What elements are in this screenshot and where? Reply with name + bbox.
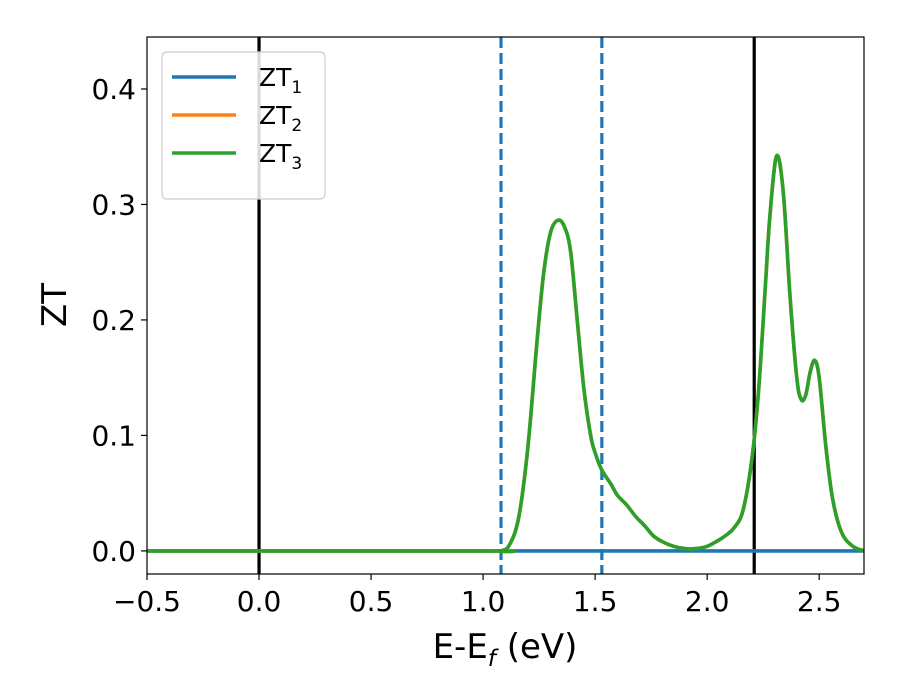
y-axis-title: ZT <box>35 283 75 327</box>
x-axis-title-subscript: f <box>488 646 499 672</box>
y-axis: 0.0 0.1 0.2 0.3 0.4 <box>91 73 147 568</box>
plot-frame <box>146 36 865 575</box>
x-axis-title-unit: (eV) <box>496 627 578 667</box>
x-tick-label: 1.0 <box>461 585 506 618</box>
y-tick-label: 0.0 <box>91 535 136 568</box>
series-line-zt3 <box>147 153 864 554</box>
legend-box <box>161 51 326 200</box>
vertical-reference-lines <box>257 37 756 574</box>
x-tick-label: 2.0 <box>685 585 730 618</box>
y-tick-label: 0.2 <box>91 304 136 337</box>
x-tick-label: −0.5 <box>113 585 181 618</box>
y-tick-label: 0.4 <box>91 73 136 106</box>
x-tick-label: 0.0 <box>237 585 282 618</box>
x-tick-label: 1.5 <box>573 585 618 618</box>
legend-label-zt2: ZT2 <box>259 101 302 136</box>
x-axis-title: E-Ef (eV) <box>433 627 578 672</box>
legend-label-zt1: ZT1 <box>259 63 302 98</box>
legend-label-zt3: ZT3 <box>259 139 302 174</box>
series-lines <box>147 153 864 554</box>
y-tick-label: 0.3 <box>91 188 136 221</box>
x-tick-label: 0.5 <box>349 585 394 618</box>
x-axis: −0.5 0.0 0.5 1.0 1.5 2.0 2.5 <box>113 574 841 618</box>
x-tick-label: 2.5 <box>797 585 842 618</box>
series-line-zt2 <box>147 153 864 554</box>
y-tick-label: 0.1 <box>91 419 136 452</box>
x-axis-title-main: E-E <box>433 627 488 667</box>
